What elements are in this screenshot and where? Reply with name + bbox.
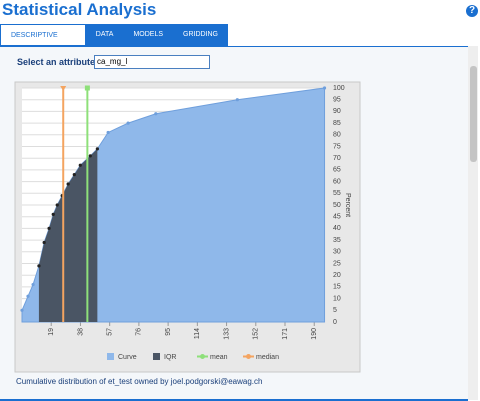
legend-swatch <box>153 353 160 360</box>
iqr-area <box>38 148 98 322</box>
x-tick-label: 190 <box>311 328 318 340</box>
x-tick-label: 171 <box>282 328 289 340</box>
x-tick-label: 38 <box>77 328 84 336</box>
x-tick-label: 152 <box>253 328 260 340</box>
legend-label: mean <box>210 354 228 361</box>
curve-point <box>26 294 30 298</box>
curve-point <box>88 154 92 158</box>
y-tick-label: 0 <box>333 319 337 326</box>
curve-point <box>20 308 24 312</box>
y-tick-label: 10 <box>333 295 341 302</box>
tab-bar: Descriptive Statistics Data Models Gridd… <box>0 24 228 61</box>
y-tick-label: 55 <box>333 190 341 197</box>
x-tick-label: 95 <box>165 328 172 336</box>
y-tick-label: 45 <box>333 214 341 221</box>
curve-point <box>37 264 41 268</box>
y-tick-label: 60 <box>333 178 341 185</box>
y-tick-label: 15 <box>333 284 341 291</box>
y-tick-label: 95 <box>333 97 341 104</box>
y-tick-label: 100 <box>333 85 345 92</box>
y-axis-label: Percent <box>344 193 351 217</box>
y-tick-label: 50 <box>333 202 341 209</box>
curve-point <box>106 130 110 135</box>
y-tick-label: 25 <box>333 260 341 267</box>
y-tick-label: 85 <box>333 120 341 127</box>
tab[interactable]: Models <box>133 31 163 38</box>
y-tick-label: 80 <box>333 132 341 139</box>
legend-label: Curve <box>118 354 137 361</box>
mean-marker <box>84 85 90 91</box>
x-tick-label: 114 <box>194 328 201 339</box>
x-tick-label: 133 <box>223 328 230 340</box>
y-tick-label: 40 <box>333 225 341 232</box>
tab[interactable]: Gridding <box>183 31 218 38</box>
legend-swatch <box>200 354 205 359</box>
curve-point <box>95 147 99 151</box>
curve-point <box>66 182 70 186</box>
curve-point <box>235 98 239 102</box>
legend-swatch <box>246 354 251 359</box>
scroll-thumb[interactable] <box>470 66 477 162</box>
caption: Cumulative distribution of et_test owned… <box>16 377 263 386</box>
y-tick-label: 35 <box>333 237 341 244</box>
y-tick-label: 65 <box>333 167 341 174</box>
y-tick-label: 30 <box>333 249 341 256</box>
curve-point <box>55 203 59 207</box>
curve-area <box>21 87 326 323</box>
legend-label: IQR <box>164 354 176 361</box>
x-tick-label: 76 <box>136 328 143 336</box>
chart: 0 5 10 15 20 25 30 35 40 45 50 55 60 65 70 75 80 85 90 95 10… <box>14 81 361 373</box>
attribute-label: Select an attribute: <box>17 57 99 67</box>
curve-point <box>72 172 76 177</box>
x-tick-label: 19 <box>48 328 55 336</box>
y-tick-label: 5 <box>333 307 337 314</box>
legend-label: median <box>256 354 279 361</box>
y-tick-label: 90 <box>333 108 341 115</box>
y-tick-label: 75 <box>333 143 341 150</box>
tab[interactable]: Data <box>95 31 114 38</box>
y-tick-label: 70 <box>333 155 341 162</box>
curve-point <box>78 163 82 167</box>
curve-point <box>51 212 55 216</box>
curve-point <box>31 282 35 287</box>
y-tick-label: 20 <box>333 272 341 279</box>
median-marker <box>60 86 67 91</box>
title: Statistical Analysis <box>2 0 157 19</box>
help-button[interactable]: ? <box>466 5 478 17</box>
curve-point <box>126 121 130 125</box>
legend-swatch <box>107 353 114 360</box>
x-tick-label: 57 <box>107 328 114 336</box>
scrollbar[interactable] <box>468 46 478 400</box>
curve-point <box>154 112 158 116</box>
curve-point <box>322 86 327 90</box>
curve-point <box>42 240 46 245</box>
curve-point <box>47 226 51 230</box>
attribute-input[interactable]: ca_mg_l <box>94 55 210 69</box>
